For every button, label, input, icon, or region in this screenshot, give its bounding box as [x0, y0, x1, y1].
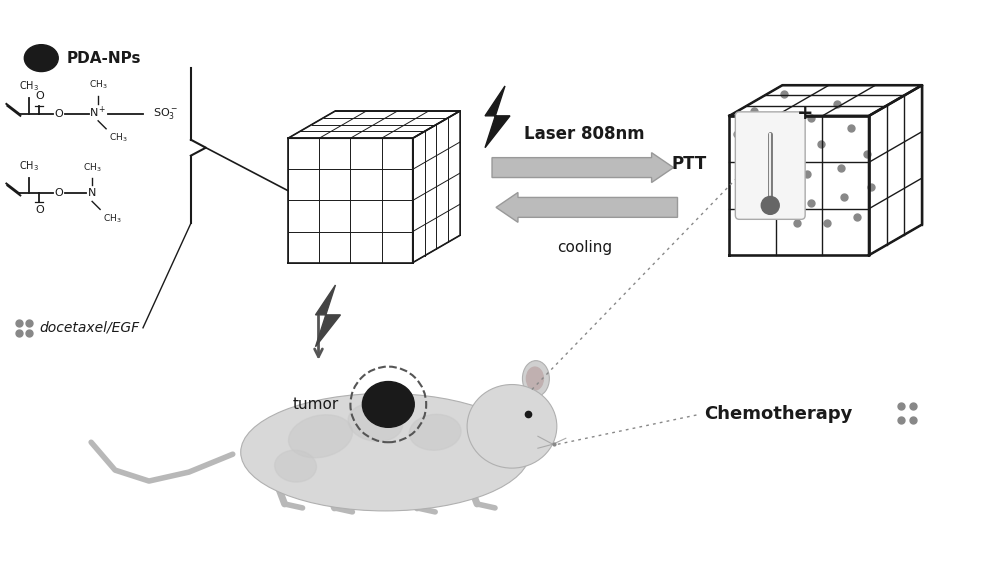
- Ellipse shape: [467, 385, 557, 468]
- Ellipse shape: [362, 382, 414, 427]
- Ellipse shape: [348, 403, 403, 442]
- Text: $\rm CH_3$: $\rm CH_3$: [103, 212, 122, 225]
- Text: tumor: tumor: [292, 397, 338, 412]
- Text: Chemotherapy: Chemotherapy: [704, 405, 853, 423]
- Polygon shape: [316, 285, 340, 347]
- FancyArrow shape: [496, 193, 678, 223]
- Text: $\rm CH_3$: $\rm CH_3$: [109, 132, 128, 144]
- Text: $\rm CH_3$: $\rm CH_3$: [19, 159, 39, 172]
- Text: cooling: cooling: [557, 240, 612, 255]
- Ellipse shape: [24, 45, 58, 71]
- Text: PTT: PTT: [672, 155, 707, 172]
- Circle shape: [761, 197, 779, 214]
- Text: O: O: [35, 91, 44, 101]
- FancyArrow shape: [492, 152, 674, 182]
- FancyBboxPatch shape: [735, 112, 805, 219]
- Text: PDA-NPs: PDA-NPs: [66, 51, 141, 66]
- Text: $\rm SO_3^-$: $\rm SO_3^-$: [153, 106, 178, 121]
- Ellipse shape: [289, 415, 352, 458]
- Text: O: O: [35, 205, 44, 216]
- Text: $\rm N^+$: $\rm N^+$: [89, 105, 107, 121]
- Ellipse shape: [409, 415, 461, 450]
- Text: O: O: [55, 189, 64, 198]
- Polygon shape: [485, 86, 510, 148]
- Text: $\rm CH_3$: $\rm CH_3$: [19, 79, 39, 93]
- Text: N: N: [88, 189, 96, 198]
- Ellipse shape: [526, 367, 543, 390]
- Ellipse shape: [522, 361, 549, 397]
- Text: O: O: [55, 109, 64, 119]
- Text: +: +: [797, 104, 813, 124]
- Ellipse shape: [241, 393, 530, 511]
- Text: $\rm CH_3$: $\rm CH_3$: [89, 78, 107, 91]
- Ellipse shape: [275, 450, 316, 482]
- Text: Laser 808nm: Laser 808nm: [524, 125, 645, 143]
- Text: docetaxel/EGF: docetaxel/EGF: [39, 321, 139, 335]
- Text: $\rm CH_3$: $\rm CH_3$: [83, 161, 101, 174]
